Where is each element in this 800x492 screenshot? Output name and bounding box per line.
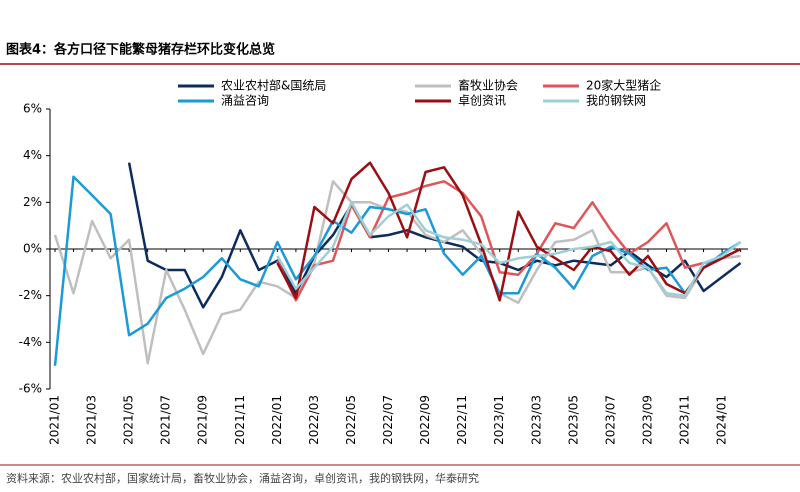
legend-label: 20家大型猪企 (586, 78, 661, 93)
chart-title: 图表4：各方口径下能繁母猪存栏环比变化总览 (6, 42, 275, 58)
x-tick-label: 2022/07 (381, 395, 395, 445)
series-line (276, 201, 742, 297)
x-tick-label: 2023/07 (603, 395, 617, 445)
x-tick-label: 2022/11 (455, 395, 469, 445)
y-tick-label: 4% (23, 148, 42, 162)
x-tick-label: 2023/11 (678, 395, 692, 445)
x-tick-label: 2021/05 (122, 395, 136, 445)
x-tick-label: 2022/01 (270, 395, 284, 445)
series-line (276, 161, 742, 302)
x-tick-label: 2021/07 (159, 395, 173, 445)
y-tick-label: 2% (23, 195, 42, 209)
legend-label: 农业农村部&国统局 (221, 78, 326, 93)
y-tick-label: 0% (23, 242, 42, 256)
x-tick-label: 2022/09 (418, 395, 432, 445)
x-tick-label: 2021/09 (196, 395, 210, 445)
series-line (276, 180, 742, 302)
x-tick-label: 2023/03 (529, 395, 543, 445)
x-tick-label: 2022/03 (307, 395, 321, 445)
x-tick-label: 2023/09 (640, 395, 654, 445)
y-tick-label: -4% (19, 335, 42, 349)
legend-label: 我的钢铁网 (586, 93, 646, 108)
x-tick-label: 2021/03 (85, 395, 99, 445)
x-tick-label: 2023/05 (566, 395, 580, 445)
x-tick-label: 2024/01 (715, 395, 729, 445)
source: 资料来源：农业农村部，国家统计局，畜牧业协会，涌益咨询，卓创资讯，我的钢铁网，华… (6, 471, 479, 485)
legend-label: 卓创资讯 (458, 94, 506, 108)
legend-label: 畜牧业协会 (458, 78, 518, 93)
y-tick-label: 6% (23, 102, 42, 116)
series-line (53, 180, 741, 365)
x-tick-label: 2022/05 (344, 395, 358, 445)
x-tick-label: 2021/11 (233, 395, 247, 445)
y-tick-label: -2% (19, 288, 42, 302)
y-tick-label: -6% (19, 382, 42, 396)
x-tick-label: 2021/01 (48, 395, 62, 445)
x-tick-label: 2023/01 (492, 395, 506, 445)
legend-label: 涌益咨询 (221, 93, 269, 108)
